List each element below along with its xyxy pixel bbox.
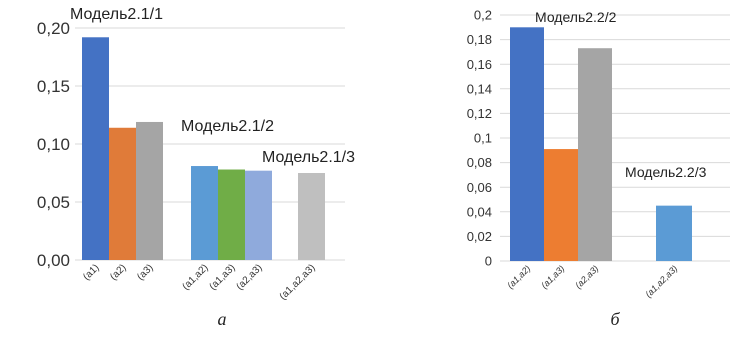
category-label: (a1,a3) (539, 263, 566, 290)
bar (510, 27, 544, 261)
category-label: (a2) (108, 262, 128, 282)
y-tick-label: 0,10 (37, 135, 70, 154)
group-label: Модель2.1/2 (181, 118, 274, 135)
category-label: (a1,a2) (505, 263, 532, 290)
bar (245, 170, 272, 260)
y-tick-label: 0 (485, 254, 492, 269)
y-tick-label: 0,2 (474, 8, 492, 23)
y-tick-label: 0,05 (37, 193, 70, 212)
category-label: (a3) (135, 262, 155, 282)
y-tick-label: 0,20 (37, 19, 70, 38)
category-label: (a2,a3) (573, 263, 600, 290)
category-label: (a1,a2,a3) (643, 263, 679, 299)
bar (136, 121, 163, 261)
figure-caption: а (218, 309, 227, 329)
y-tick-label: 0,06 (467, 180, 492, 195)
y-tick-label: 0,08 (467, 155, 492, 170)
group-label: Модель2.1/3 (262, 149, 355, 166)
group-label: Модель2.1/1 (70, 6, 163, 23)
category-label: (a1,a2) (180, 262, 210, 292)
y-tick-label: 0,02 (467, 229, 492, 244)
group-label: Модель2.2/3 (625, 164, 707, 180)
y-tick-label: 0,1 (474, 131, 492, 146)
y-tick-label: 0,00 (37, 251, 70, 270)
y-tick-label: 0,15 (37, 77, 70, 96)
y-tick-label: 0,14 (467, 81, 492, 96)
bar (82, 37, 109, 260)
bar (578, 48, 612, 262)
category-label: (a1) (81, 262, 101, 282)
group-label: Модель2.2/2 (535, 9, 617, 25)
bar (218, 169, 245, 260)
y-tick-label: 0,16 (467, 57, 492, 72)
y-tick-label: 0,18 (467, 32, 492, 47)
figure-caption: б (610, 309, 620, 329)
bar (109, 127, 136, 260)
category-label: (a2,a3) (234, 262, 264, 292)
bar (191, 166, 218, 260)
category-label: (a1,a3) (207, 262, 237, 292)
y-tick-label: 0,04 (467, 204, 492, 219)
category-label: (a1,a2,a3) (278, 262, 318, 302)
y-tick-label: 0,12 (467, 106, 492, 121)
bar (544, 149, 578, 261)
bar (656, 205, 692, 261)
bar (298, 173, 325, 260)
